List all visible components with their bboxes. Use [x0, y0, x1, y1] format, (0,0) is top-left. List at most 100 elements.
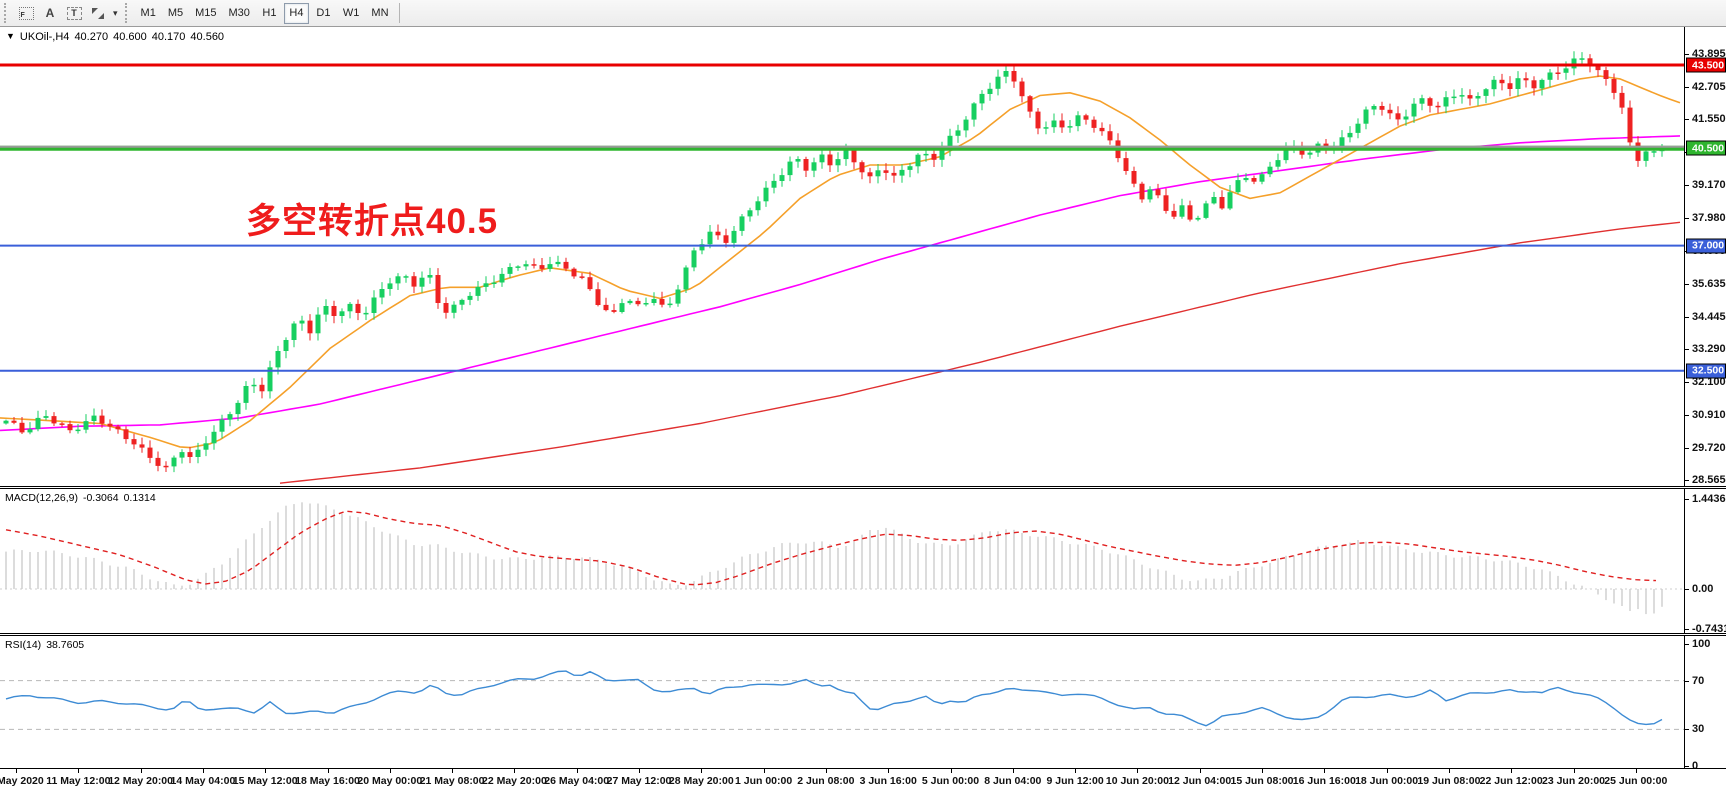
rsi-tick-label: 100	[1692, 638, 1711, 650]
candle-body	[67, 424, 73, 431]
tf-button-m1[interactable]: M1	[140, 7, 156, 19]
candle-body	[1499, 79, 1505, 84]
symbol-name: UKOil-,H4	[19, 31, 70, 43]
candle-body	[923, 153, 929, 156]
candle-body	[1491, 79, 1497, 90]
time-tick-mark	[16, 769, 17, 773]
time-tick-mark	[265, 769, 267, 773]
candle-body	[827, 154, 833, 166]
candle-body	[859, 162, 865, 173]
candle-body	[235, 402, 241, 415]
time-tick-mark	[1635, 769, 1637, 773]
time-tick-label: 14 May 04:00	[170, 775, 236, 787]
tf-button-w1[interactable]: W1	[342, 7, 360, 19]
time-tick-mark	[639, 769, 640, 773]
candle-body	[435, 275, 441, 303]
toolbar-drag-handle[interactable]	[4, 3, 11, 23]
candle-body	[27, 429, 33, 433]
candle-body	[1155, 189, 1161, 196]
candle-body	[771, 180, 777, 188]
candle-body	[795, 159, 801, 162]
timeframe-group-handle[interactable]	[124, 3, 132, 23]
candle-body	[731, 230, 737, 243]
candle-body	[1235, 180, 1241, 193]
quote-open: 40.270	[74, 31, 109, 43]
toolbar: F A T ▾ M1 M5 M15 M30 H1 H4 D1 W1 MN	[0, 0, 1726, 27]
time-tick-label: 11 May 12:00	[46, 775, 111, 787]
time-tick-label: 1 Jun 00:00	[734, 775, 793, 787]
macd-main-value: -0.3064	[82, 492, 119, 504]
price-level-badge: 37.000	[1686, 238, 1726, 254]
tf-button-m15[interactable]: M15	[195, 7, 217, 19]
time-tick-mark	[327, 769, 329, 773]
ma-fast-orange[interactable]	[0, 75, 1681, 449]
candle-body	[451, 304, 457, 313]
candle-body	[1083, 115, 1089, 120]
candle-body	[539, 265, 545, 269]
candle-body	[99, 415, 105, 424]
text-box-tool-icon[interactable]: T	[63, 2, 85, 24]
chart-annotation-text[interactable]: 多空转折点40.5	[246, 202, 499, 241]
rsi-tick-mark	[1685, 680, 1689, 682]
candle-body	[283, 340, 289, 351]
rsi-axis-strip[interactable]: 100 70 30 0	[1684, 636, 1726, 772]
tf-button-h4[interactable]: H4	[283, 2, 309, 24]
ma-slow-red[interactable]	[279, 221, 1681, 484]
candle-body	[587, 277, 593, 290]
candle-body	[1203, 203, 1209, 218]
candle-body	[1483, 89, 1489, 96]
price-tick-label: 39.170	[1692, 179, 1726, 192]
time-tick-label: 28 May 20:00	[668, 775, 734, 787]
time-tick-mark	[1324, 769, 1326, 773]
macd-axis[interactable]: 1.4436 0.00 -0.7431	[1684, 489, 1726, 635]
time-tick-label: 5 Jun 00:00	[921, 775, 980, 787]
tf-button-m5[interactable]: M5	[167, 7, 184, 19]
macd-plot[interactable]: MACD(12,26,9) -0.3064 0.1314	[0, 489, 1684, 633]
candle-body	[107, 423, 113, 427]
candle-body	[651, 299, 657, 303]
candle-body	[475, 286, 481, 296]
collapse-indicator-icon[interactable]: ▼	[6, 31, 15, 41]
candle-body	[371, 297, 377, 313]
candle-body	[443, 303, 449, 313]
candle-body	[315, 314, 321, 334]
price-tick-mark	[1685, 119, 1689, 121]
candle-body	[1419, 98, 1425, 104]
tf-button-m30[interactable]: M30	[228, 7, 250, 19]
arrows-tool-icon[interactable]	[87, 2, 109, 24]
chevron-down-icon[interactable]: ▾	[113, 7, 118, 18]
price-axis[interactable]: 43.89542.70541.55040.36039.17037.98036.8…	[1684, 27, 1726, 486]
candle-body	[883, 170, 889, 173]
candle-body	[219, 419, 225, 432]
candle-body	[1651, 151, 1657, 153]
candle-body	[1267, 166, 1273, 175]
candle-body	[411, 276, 417, 287]
candle-body	[763, 187, 769, 202]
time-tick-label: 2 Jun 08:00	[797, 775, 855, 787]
tf-button-d1[interactable]: D1	[316, 7, 331, 19]
time-tick-label: 20 May 00:00	[357, 775, 423, 787]
candle-body	[91, 415, 97, 421]
candle-body	[1187, 205, 1193, 220]
text-label-tool-icon[interactable]: A	[39, 2, 61, 24]
tf-button-h1[interactable]: H1	[262, 7, 277, 19]
candle-body	[1435, 105, 1441, 108]
candle-body	[1131, 171, 1137, 184]
candle-body	[1443, 97, 1449, 107]
candle-body	[51, 416, 57, 424]
symbol-title: ▼ UKOil-,H4 40.270 40.600 40.170 40.560	[6, 31, 224, 43]
candle-body	[1059, 120, 1065, 128]
candle-body	[699, 244, 705, 251]
tf-button-mn[interactable]: MN	[371, 7, 389, 19]
time-tick-mark	[452, 769, 454, 773]
candle-body	[243, 386, 249, 403]
fibonacci-tool-icon[interactable]: F	[15, 2, 37, 24]
rsi-plot[interactable]: RSI(14) 38.7605	[0, 636, 1684, 768]
candle-body	[851, 149, 857, 163]
candle-body	[939, 149, 945, 160]
ma-mid-magenta[interactable]	[0, 135, 1681, 432]
main-chart-plot[interactable]: ▼ UKOil-,H4 40.270 40.600 40.170 40.560 …	[0, 27, 1684, 486]
text-box-glyph: T	[66, 6, 82, 20]
